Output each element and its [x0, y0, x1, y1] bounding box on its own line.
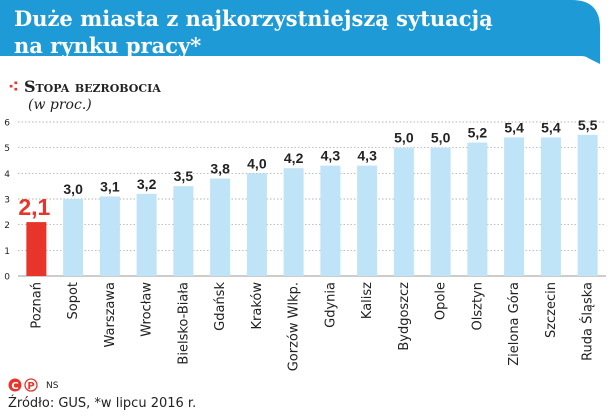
- bar-chart: 0 1 2 3 4 5 6 2,1 3,0 3,1 3,2 3,5 3,8 4,0 4,2 4,3 4,3 5,…: [4, 117, 606, 372]
- bar: [540, 137, 561, 276]
- y-tick-label: 1: [4, 247, 10, 257]
- banner-background: [0, 0, 600, 64]
- bar: [577, 134, 598, 276]
- value-label: 3,0: [63, 181, 83, 197]
- value-label: 3,2: [137, 176, 157, 192]
- bar: [136, 193, 157, 276]
- y-tick-label: 3: [4, 196, 10, 206]
- category-label: Gorzów Wlkp.: [287, 282, 302, 371]
- category-label: Gdynia: [323, 282, 338, 328]
- value-label: 5,0: [394, 130, 414, 146]
- chart-subtitle: ⁖ Stopa bezrobocia: [8, 77, 161, 96]
- svg-text:C: C: [11, 381, 18, 392]
- red-dots-icon: ⁖: [8, 77, 19, 96]
- value-label: 4,0: [247, 155, 267, 171]
- title-banner: Duże miasta z najkorzystniejszą sytuacją…: [0, 0, 600, 64]
- value-label: 4,3: [357, 148, 377, 164]
- value-label: 4,2: [284, 150, 304, 166]
- bar: [173, 186, 194, 276]
- category-label: Ruda Śląska: [580, 282, 596, 361]
- bar: [283, 168, 304, 276]
- subtitle-text: Stopa bezrobocia: [23, 77, 161, 96]
- footer-logo: C P: [8, 378, 38, 392]
- category-label: Opole: [434, 282, 449, 320]
- value-labels: 2,1 3,0 3,1 3,2 3,5 3,8 4,0 4,2 4,3 4,3 5,0 5,0 5,2 5…: [18, 117, 597, 220]
- category-label: Bielsko-Biała: [176, 282, 191, 365]
- bar: [246, 173, 267, 276]
- category-label: Poznań: [29, 282, 44, 329]
- value-label: 3,5: [174, 168, 194, 184]
- category-label: Zielona Góra: [507, 282, 522, 366]
- bar: [63, 199, 84, 276]
- unit-label: (w proc.): [28, 97, 92, 113]
- value-label: 3,1: [100, 178, 120, 194]
- title-line-2: na rynku pracy*: [14, 33, 202, 58]
- bar: [467, 142, 488, 276]
- svg-text:P: P: [27, 381, 34, 392]
- value-label: 4,3: [321, 148, 341, 164]
- author-initials: NS: [46, 381, 59, 391]
- bar: [99, 196, 120, 276]
- bar: [430, 147, 451, 276]
- bar: [210, 178, 231, 276]
- title-line-1: Duże miasta z najkorzystniejszą sytuacją: [14, 6, 493, 31]
- value-label: 5,4: [504, 119, 524, 135]
- value-label: 5,5: [578, 117, 598, 133]
- bar: [26, 222, 47, 276]
- bar: [504, 137, 525, 276]
- source-note: Źródło: GUS, *w lipcu 2016 r.: [8, 396, 197, 411]
- y-axis-ticks: 0 1 2 3 4 5 6: [4, 119, 10, 283]
- category-label: Wrocław: [140, 282, 155, 337]
- bar: [320, 165, 341, 276]
- category-label: Szczecin: [544, 282, 559, 338]
- category-label: Bydgoszcz: [397, 282, 412, 351]
- bar: [357, 165, 378, 276]
- y-tick-label: 0: [4, 273, 10, 283]
- banner-shape: [0, 0, 600, 64]
- category-label: Gdańsk: [213, 282, 228, 331]
- y-tick-label: 2: [4, 221, 10, 231]
- category-label: Kalisz: [360, 282, 375, 319]
- category-label: Sopot: [66, 282, 81, 320]
- copyright-c-icon: C: [8, 378, 22, 392]
- value-label: 5,0: [431, 130, 451, 146]
- y-tick-label: 4: [4, 170, 10, 180]
- category-label: Warszawa: [103, 282, 118, 348]
- category-label: Kraków: [250, 282, 265, 330]
- value-label: 5,4: [541, 119, 561, 135]
- value-label: 3,8: [210, 160, 230, 176]
- copyright-p-icon: P: [24, 378, 38, 392]
- value-label: 5,2: [468, 125, 488, 141]
- category-label: Olsztyn: [470, 282, 485, 330]
- bars: [26, 134, 598, 276]
- y-tick-label: 5: [4, 144, 10, 154]
- y-tick-label: 6: [4, 119, 10, 129]
- bar: [393, 147, 414, 276]
- value-label: 2,1: [18, 194, 50, 220]
- category-labels: Poznań Sopot Warszawa Wrocław Bielsko-Biała G…: [29, 282, 595, 372]
